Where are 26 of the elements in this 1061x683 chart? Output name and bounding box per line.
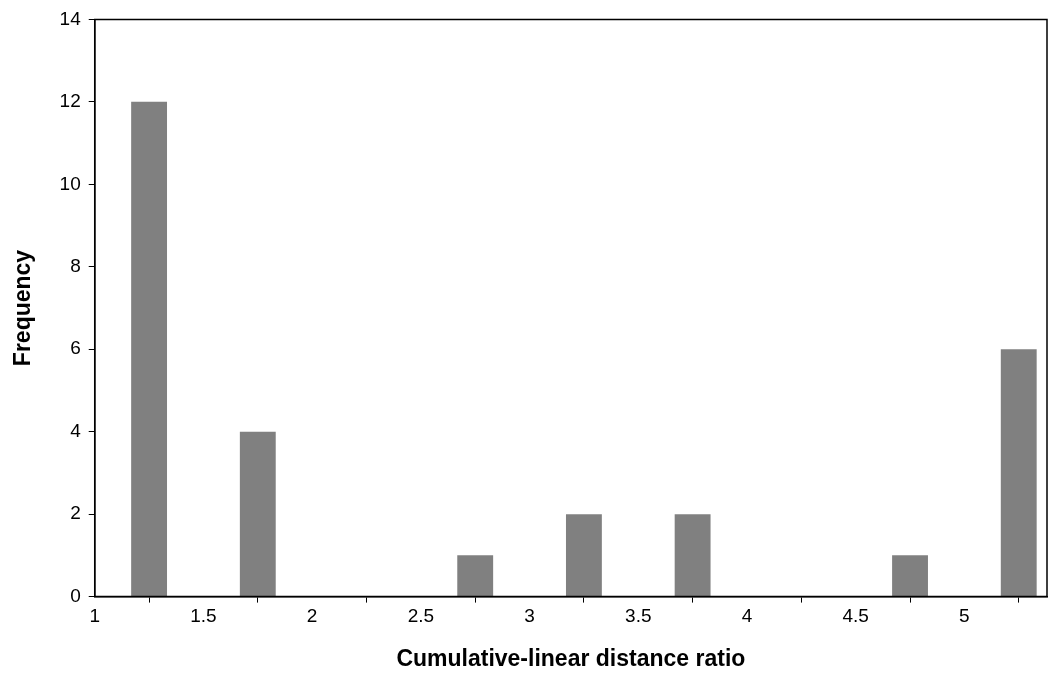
y-tick-label: 12 — [59, 90, 81, 112]
y-axis-title: Frequency — [9, 249, 36, 367]
x-tick-label: 4 — [741, 605, 753, 627]
y-tick-label: 8 — [70, 255, 81, 277]
bar — [457, 555, 494, 597]
y-tick-label: 6 — [70, 337, 81, 359]
x-tick-label: 1 — [89, 605, 101, 627]
x-tick-label: 3.5 — [625, 605, 652, 627]
y-tick-label: 14 — [59, 7, 82, 29]
bar — [892, 555, 928, 597]
x-tick-label: 4.5 — [842, 605, 869, 627]
x-tick-label: 3 — [524, 605, 535, 627]
x-tick-label: 2.5 — [407, 605, 435, 627]
y-tick-label: 2 — [70, 502, 81, 524]
x-tick-label: 5 — [959, 605, 970, 627]
bar — [1000, 349, 1037, 597]
x-axis-title: Cumulative-linear distance ratio — [396, 644, 746, 671]
bar — [131, 101, 168, 597]
x-tick-label: 1.5 — [190, 605, 217, 627]
bar — [239, 431, 276, 597]
y-tick-label: 4 — [70, 419, 82, 441]
bar — [674, 514, 711, 597]
y-tick-label: 0 — [70, 584, 81, 606]
x-tick-label: 2 — [306, 605, 318, 627]
bar — [565, 514, 602, 597]
y-tick-label: 10 — [59, 172, 81, 194]
